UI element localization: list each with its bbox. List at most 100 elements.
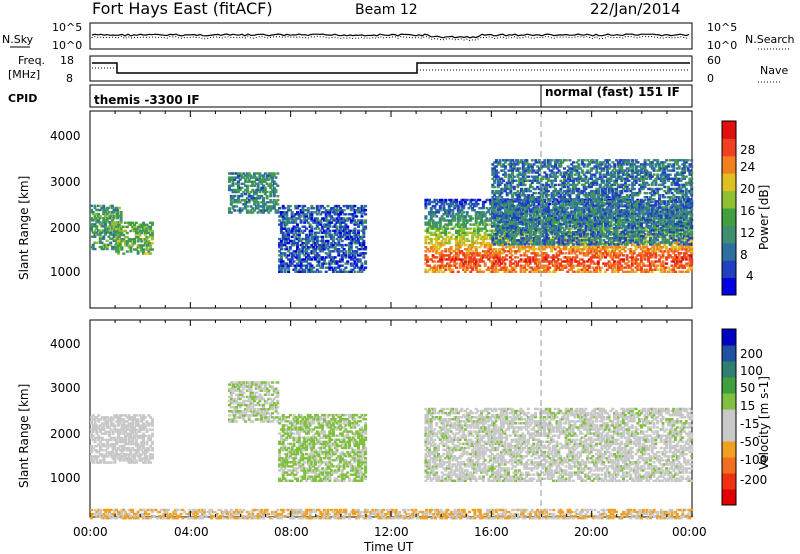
power-cell [319, 256, 323, 259]
power-cell [446, 202, 449, 206]
power-cell [447, 211, 451, 214]
power-cell [483, 256, 487, 259]
power-cell [279, 258, 283, 261]
power-cell [129, 229, 133, 233]
power-cell [124, 235, 127, 239]
power-cell [560, 268, 564, 271]
power-cell [324, 262, 328, 265]
power-cell [674, 270, 677, 273]
power-cell [523, 258, 527, 261]
power-cell [115, 250, 119, 253]
power-cell [487, 248, 491, 251]
power-cell [490, 268, 494, 271]
power-cell [507, 241, 510, 245]
power-cell [485, 250, 489, 253]
power-cell [97, 221, 100, 224]
power-cell [474, 248, 478, 251]
power-cell [131, 221, 135, 224]
power-cell [442, 209, 446, 212]
power-cell [339, 258, 342, 261]
power-cell [523, 248, 527, 251]
power-cell [553, 256, 557, 259]
power-cell [541, 248, 545, 251]
power-cell [551, 254, 555, 257]
power-cell [455, 241, 458, 245]
power-cell [120, 248, 124, 251]
power-cell [364, 252, 368, 255]
power-cell [256, 172, 260, 175]
power-cell [102, 210, 106, 214]
power-cell [494, 165, 498, 168]
power-cell [435, 209, 439, 212]
power-cell [551, 246, 555, 249]
power-cell [353, 209, 357, 212]
power-cell [114, 206, 118, 210]
power-cell [512, 165, 516, 168]
power-cell [118, 233, 122, 237]
power-cell [233, 209, 237, 212]
power-cell [283, 221, 287, 224]
power-cell [499, 262, 503, 265]
power-cell [510, 198, 514, 202]
power-cell [478, 246, 482, 249]
power-cell [301, 260, 305, 263]
power-cell [346, 235, 350, 239]
power-cell [630, 254, 634, 257]
power-cell [276, 199, 280, 202]
power-cell [90, 219, 93, 222]
power-cell [541, 209, 545, 212]
power-cell [133, 225, 136, 229]
power-cell [296, 213, 299, 216]
power-cell [321, 262, 325, 265]
power-cell [485, 235, 489, 239]
power-cell [287, 241, 291, 245]
power-cell [510, 262, 514, 265]
power-data [90, 159, 694, 273]
power-cell [245, 184, 249, 187]
power-cell [348, 256, 351, 259]
power-cell [122, 238, 126, 241]
power-cell [149, 242, 153, 245]
power-cell [322, 217, 326, 220]
power-cell [296, 223, 299, 226]
power-cell [462, 221, 466, 224]
power-cell [333, 262, 337, 265]
power-cell [129, 223, 133, 226]
power-cell [95, 225, 99, 228]
power-cell [283, 270, 287, 273]
power-cell [312, 237, 316, 241]
power-cell [571, 264, 575, 267]
power-cell [133, 238, 136, 241]
power-cell [112, 221, 116, 224]
power-cell [310, 243, 314, 247]
power-cell [312, 221, 316, 224]
power-cell [229, 199, 233, 202]
power-cell [150, 235, 154, 239]
power-cell [490, 215, 494, 218]
power-cell [499, 198, 503, 202]
power-cell [143, 229, 147, 233]
power-cell [118, 229, 122, 233]
power-cell [433, 198, 437, 202]
power-cell [456, 213, 460, 216]
power-cell [319, 239, 323, 243]
power-cell [476, 227, 480, 230]
power-cell [424, 250, 428, 253]
power-cell [462, 262, 466, 265]
power-cell [269, 176, 273, 179]
power-cell [451, 215, 455, 218]
power-cell [97, 219, 100, 222]
power-cell [90, 229, 93, 232]
power-cell [429, 227, 433, 230]
power-cell [490, 270, 494, 273]
power-cell [288, 246, 292, 249]
power-cell [537, 202, 541, 206]
power-cell [346, 207, 350, 210]
power-cell [463, 219, 467, 222]
power-cell [281, 266, 285, 269]
power-cell [279, 264, 283, 267]
power-cell [449, 202, 453, 206]
power-cell [346, 262, 350, 265]
power-cell [136, 252, 140, 255]
power-cell [269, 186, 273, 190]
